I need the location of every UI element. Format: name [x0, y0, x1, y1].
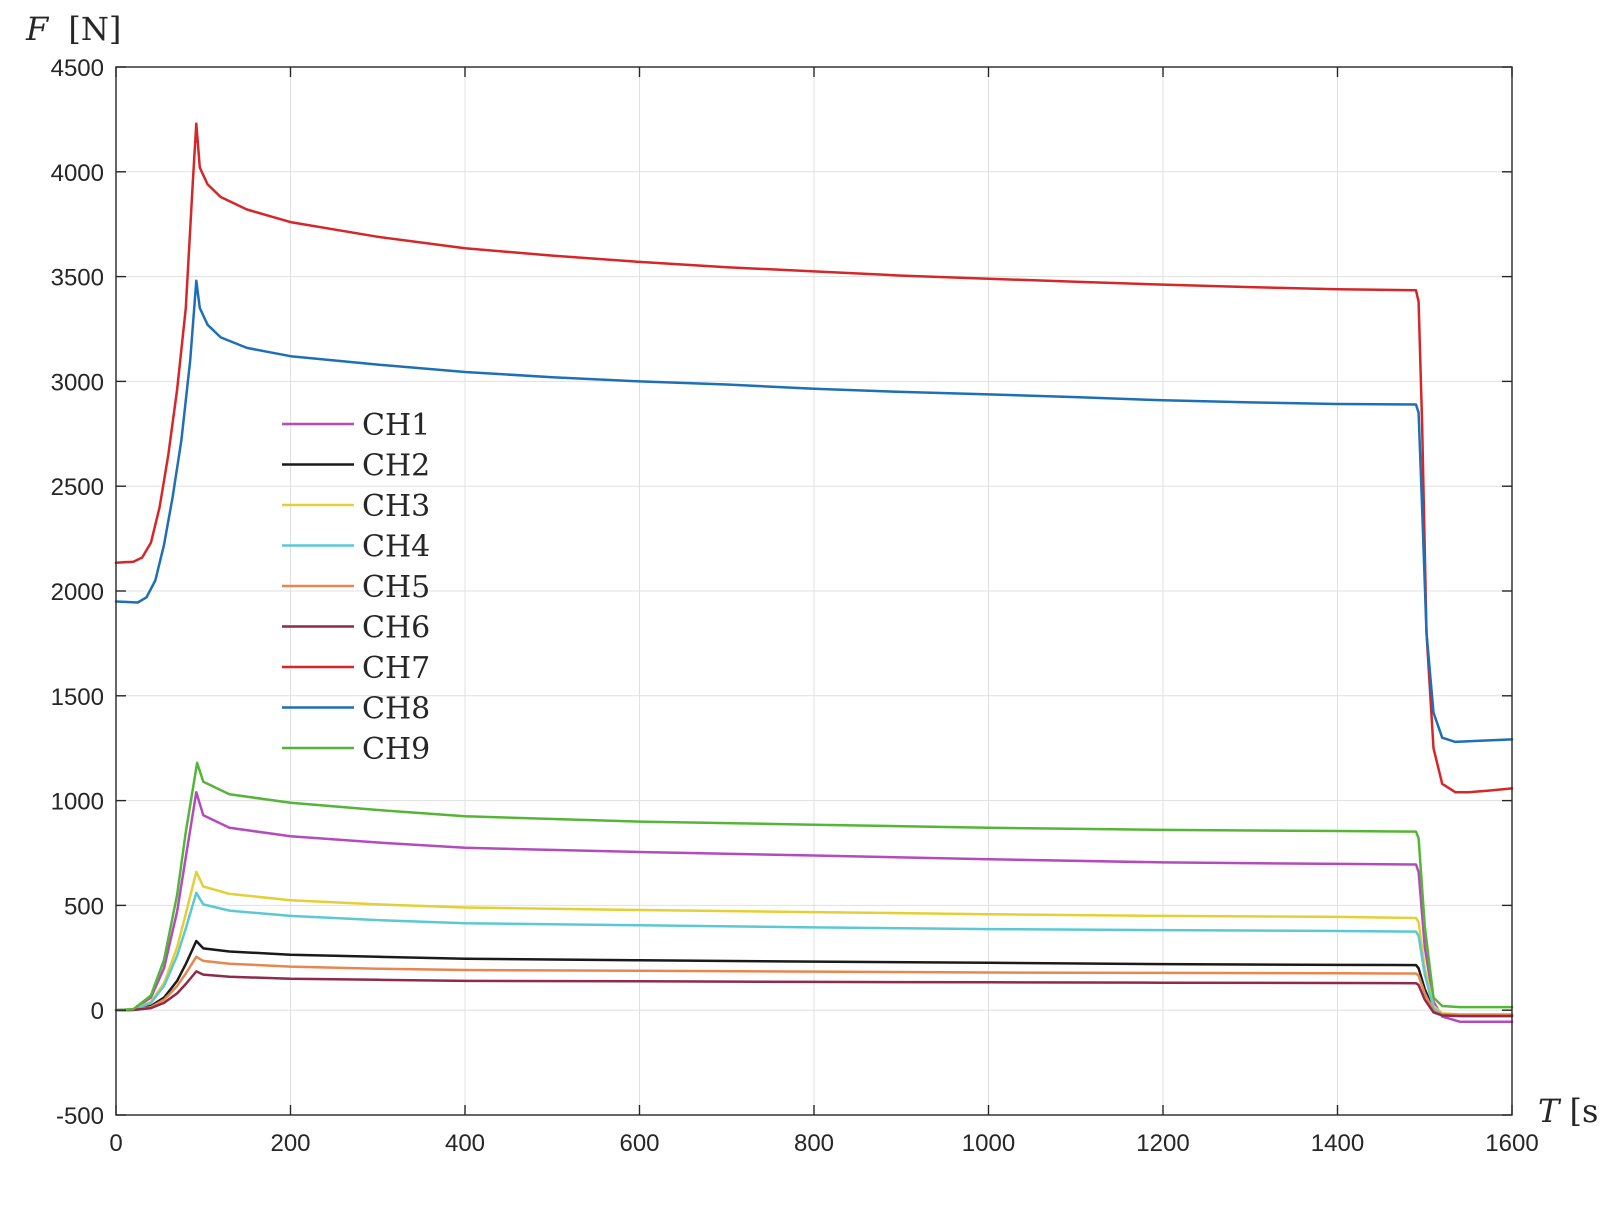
series-line-ch9 — [114, 761, 1514, 1012]
series-line-ch1 — [114, 790, 1514, 1023]
y-tick-label: 2000 — [51, 579, 104, 606]
y-tick-label: 3000 — [51, 369, 104, 396]
x-axis-variable: T — [1538, 1092, 1562, 1130]
legend-label-ch7: CH7 — [362, 651, 430, 686]
legend-label-ch2: CH2 — [362, 449, 430, 484]
series-line-ch8 — [114, 279, 1514, 744]
x-axis-unit: [s] — [1570, 1092, 1600, 1130]
y-tick-label: 1000 — [51, 789, 104, 816]
x-tick-label: 0 — [109, 1130, 122, 1157]
series-line-ch5 — [114, 955, 1514, 1017]
x-tick-label: 200 — [270, 1130, 310, 1157]
y-tick-label: 3500 — [51, 265, 104, 292]
x-tick-label: 400 — [445, 1130, 485, 1157]
y-axis-unit: [N] — [68, 10, 121, 48]
legend-label-ch3: CH3 — [362, 489, 430, 524]
y-tick-label: 0 — [91, 998, 104, 1025]
x-tick-label: 1600 — [1485, 1130, 1538, 1157]
y-tick-label: 500 — [64, 893, 104, 920]
legend: CH1 CH2 CH3 CH4 CH5 CH6 CH7 CH8 CH9 — [282, 408, 430, 767]
grid — [115, 66, 1513, 1116]
series-line-ch2 — [114, 939, 1514, 1017]
x-tick-labels: 0 200 400 600 800 1000 1200 1400 1600 — [109, 1130, 1538, 1157]
x-tick-label: 1400 — [1311, 1130, 1364, 1157]
y-tick-label: -500 — [56, 1103, 104, 1130]
y-axis-variable: F — [25, 10, 50, 48]
series-line-ch4 — [114, 891, 1514, 1017]
x-tick-label: 1000 — [962, 1130, 1015, 1157]
x-tick-label: 600 — [619, 1130, 659, 1157]
legend-label-ch6: CH6 — [362, 611, 430, 646]
y-tick-label: 4000 — [51, 160, 104, 187]
series-line-ch6 — [114, 970, 1514, 1018]
x-tick-label: 1200 — [1136, 1130, 1189, 1157]
plot-lines — [114, 122, 1514, 1023]
ticks — [115, 66, 1513, 1116]
legend-label-ch9: CH9 — [362, 732, 430, 767]
x-axis-label: T [s] — [1538, 1092, 1600, 1130]
legend-label-ch5: CH5 — [362, 570, 430, 605]
legend-label-ch4: CH4 — [362, 530, 430, 565]
legend-label-ch1: CH1 — [362, 408, 430, 443]
legend-label-ch8: CH8 — [362, 692, 430, 727]
series-line-ch3 — [114, 870, 1514, 1016]
y-tick-label: 1500 — [51, 684, 104, 711]
x-tick-label: 800 — [794, 1130, 834, 1157]
y-axis-label: F [N] — [25, 10, 121, 48]
y-tick-labels: -500 0 500 1000 1500 2000 2500 3000 3500 4000 4500 — [51, 55, 104, 1130]
y-tick-label: 4500 — [51, 55, 104, 82]
y-tick-label: 2500 — [51, 474, 104, 501]
